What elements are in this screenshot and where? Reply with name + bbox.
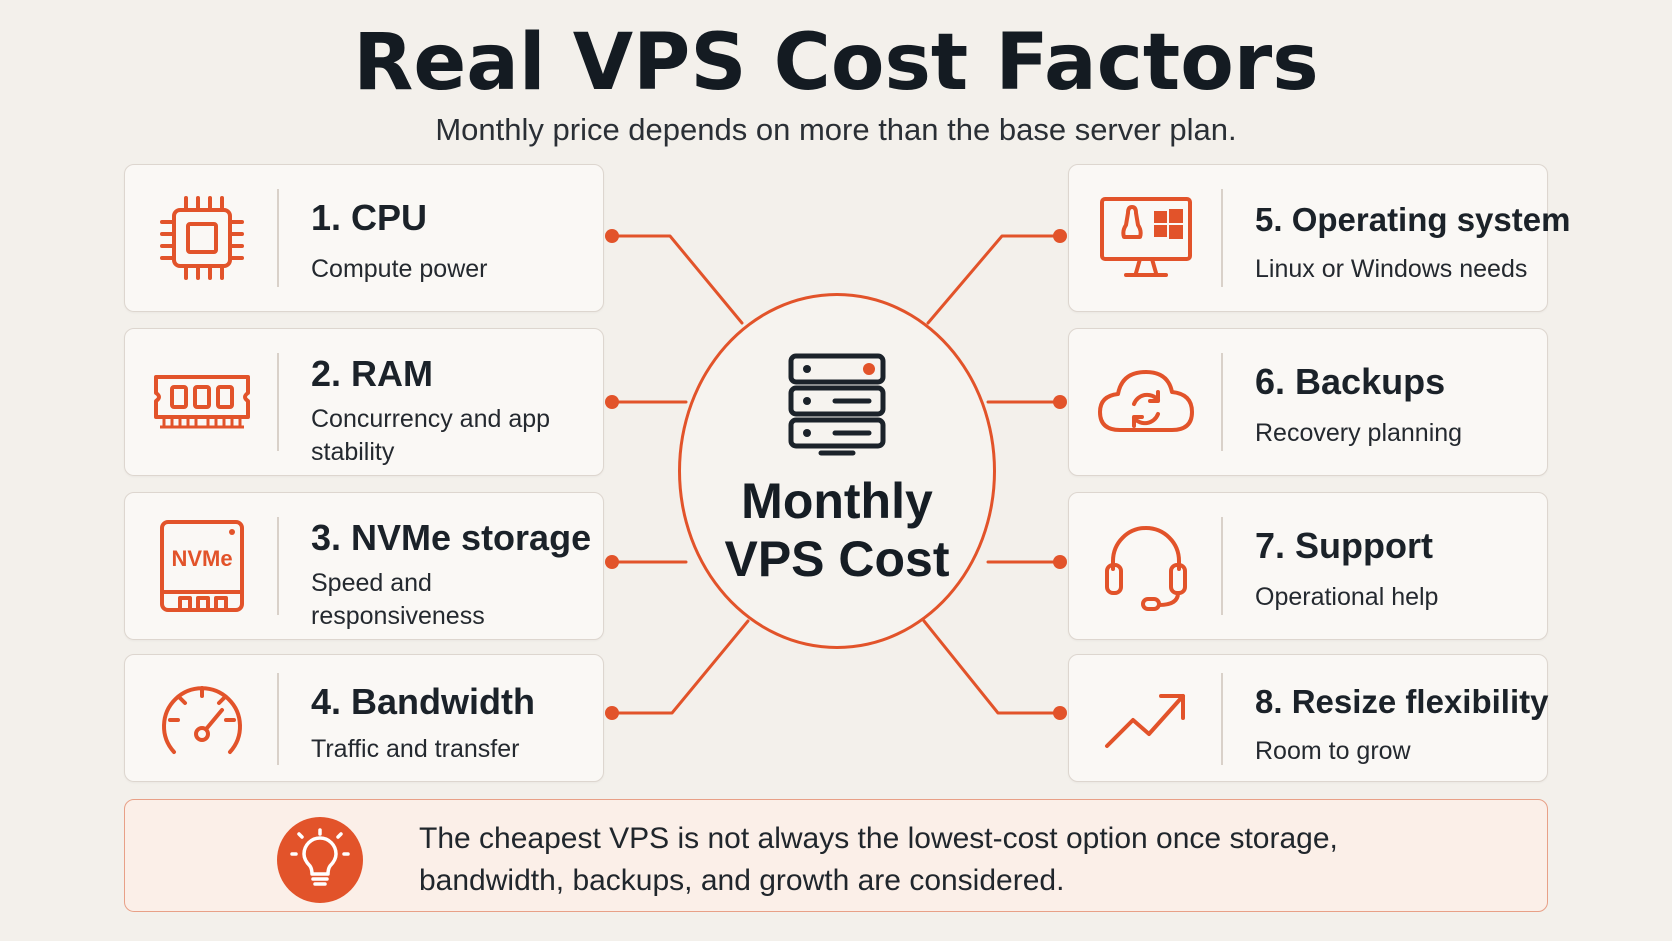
lightbulb-icon (290, 828, 350, 886)
speedometer-icon (162, 686, 242, 754)
page-subtitle: Monthly price depends on more than the b… (435, 112, 1237, 147)
factor-desc: Traffic and transfer (311, 735, 520, 763)
factor-title: 3. NVMe storage (311, 517, 592, 558)
card-divider (1221, 353, 1223, 451)
factor-desc: Recovery planning (1255, 419, 1463, 447)
factor-title: 7. Support (1255, 525, 1433, 566)
card-divider (277, 673, 279, 765)
connector-resize (922, 619, 1062, 715)
factor-card-bandwidth: 4. Bandwidth Traffic and transfer (124, 654, 604, 782)
factor-card-nvme: NVMe 3. NVMe storage Speed and responsiv… (124, 492, 604, 640)
note-icon-badge (277, 817, 363, 903)
factor-card-support: 7. Support Operational help (1068, 492, 1548, 640)
connector-dot-support (1053, 555, 1067, 569)
factor-title: 6. Backups (1255, 361, 1446, 402)
connector-dot-os (1053, 229, 1067, 243)
factor-card-ram: 2. RAM Concurrency and app stability (124, 328, 604, 476)
connector-dot-backups (1053, 395, 1067, 409)
factor-card-cpu: 1. CPU Compute power (124, 164, 604, 312)
card-divider (277, 517, 279, 615)
factor-card-resize: 8. Resize flexibility Room to grow (1068, 654, 1548, 782)
factor-title: 8. Resize flexibility (1255, 683, 1549, 720)
note-callout: The cheapest VPS is not always the lowes… (124, 799, 1548, 912)
connector-dot-cpu (605, 229, 619, 243)
nvme-icon-text: NVMe (171, 546, 232, 571)
factor-card-backups: 6. Backups Recovery planning (1068, 328, 1548, 476)
factor-desc: Compute power (311, 255, 488, 283)
connector-dot-nvme (605, 555, 619, 569)
note-text: The cheapest VPS is not always the lowes… (419, 822, 1338, 897)
factor-desc: Operational help (1255, 583, 1439, 611)
trend-up-icon (1105, 694, 1185, 748)
factor-title: 2. RAM (311, 353, 434, 394)
monitor-os-icon (1100, 197, 1192, 277)
connector-dot-bandwidth (605, 706, 619, 720)
server-icon (788, 353, 886, 456)
factor-title: 5. Operating system (1255, 201, 1571, 238)
connector-dot-ram (605, 395, 619, 409)
connector-os (926, 234, 1062, 325)
card-divider (1221, 673, 1223, 765)
ram-icon (154, 375, 250, 429)
connector-bandwidth (610, 619, 750, 715)
factor-title: 4. Bandwidth (311, 681, 535, 722)
factor-card-os: 5. Operating system Linux or Windows nee… (1068, 164, 1570, 312)
card-divider (1221, 517, 1223, 615)
card-divider (277, 189, 279, 287)
factor-title: 1. CPU (311, 197, 428, 238)
connector-cpu (610, 234, 744, 325)
factor-desc: Room to grow (1255, 737, 1411, 765)
hub-label-line2: VPS Cost (724, 531, 950, 587)
hub-label: Monthly VPS Cost (681, 472, 993, 588)
card-divider (1221, 189, 1223, 287)
connector-dot-resize (1053, 706, 1067, 720)
hub-label-line1: Monthly (741, 473, 933, 529)
nvme-icon: NVMe (160, 520, 244, 612)
factor-desc: Concurrency and app stability (311, 405, 551, 466)
cloud-sync-icon (1098, 370, 1194, 432)
page-title: Real VPS Cost Factors (353, 18, 1319, 108)
cpu-icon (160, 196, 244, 280)
card-divider (277, 353, 279, 451)
hub-circle: Monthly VPS Cost (678, 293, 996, 649)
headset-icon (1105, 526, 1187, 611)
factor-desc: Linux or Windows needs (1255, 255, 1528, 283)
factor-desc: Speed and responsiveness (311, 569, 485, 630)
